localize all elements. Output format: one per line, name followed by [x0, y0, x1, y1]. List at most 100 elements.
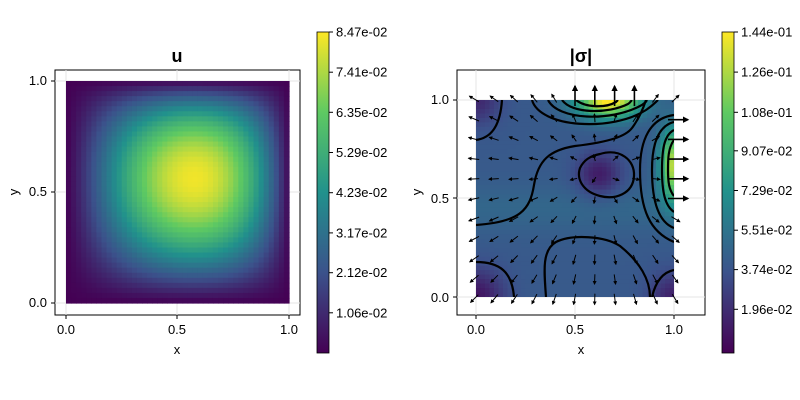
quiver-arrow [468, 216, 480, 222]
quiver-arrow [651, 114, 660, 122]
colorbar-tick-label: 6.35e-02 [336, 105, 387, 120]
colorbar-u: 1.06e-02 2.12e-02 3.17e-02 4.23e-02 5.29e-02… [316, 25, 387, 354]
quiver-arrow [488, 116, 499, 122]
quiver-arrow [571, 215, 577, 225]
quiver-arrow [671, 274, 679, 284]
quiver-arrow [509, 115, 519, 122]
quiver-arrow [592, 153, 597, 162]
quiver-arrow [489, 235, 499, 243]
quiver-arrow [632, 215, 639, 224]
quiver-arrow [671, 293, 679, 305]
quiver-arrow [613, 274, 618, 285]
heatmap-u [66, 81, 290, 304]
quiver-arrow [633, 293, 638, 306]
quiver-arrow [529, 216, 538, 223]
quiver-arrow [571, 134, 577, 142]
x-tick-label: 0.0 [57, 322, 75, 337]
quiver-arrow [572, 235, 577, 245]
quiver-arrow [652, 254, 659, 265]
y-ticks-u [51, 80, 55, 304]
y-axis-label: y [6, 188, 21, 195]
quiver-arrow [530, 235, 538, 244]
quiver-arrow [510, 255, 519, 264]
quiver-arrow [488, 197, 499, 202]
quiver-arrow [613, 113, 618, 123]
quiver-arrow [528, 156, 539, 161]
quiver-arrow [632, 134, 640, 142]
quiver-arrow [651, 135, 661, 142]
quiver-arrow [551, 293, 557, 305]
quiver-arrow [551, 235, 558, 245]
quiver-arrow [467, 197, 480, 202]
quiver-arrow [467, 156, 480, 161]
quiver-arrow [508, 177, 519, 182]
quiver-arrow [551, 93, 558, 103]
quiver-arrow [572, 293, 577, 306]
y-tick-label: 1.0 [431, 92, 449, 107]
y-tick-label: 0.0 [431, 290, 449, 305]
quiver-arrow [530, 94, 538, 103]
quiver-arrow [470, 294, 479, 303]
colorbar-tick-label: 2.12e-02 [336, 265, 387, 280]
quiver-arrow [529, 135, 539, 142]
colorbar-tick-label: 3.17e-02 [336, 225, 387, 240]
x-ticks-u [65, 315, 290, 319]
quiver-arrow [613, 133, 618, 142]
quiver-arrow [508, 216, 519, 222]
colorbar-tick-label: 7.41e-02 [336, 65, 387, 80]
quiver-arrow [549, 156, 558, 161]
quiver-arrow [531, 293, 538, 305]
quiver-arrow [592, 196, 597, 205]
colorbar-tick-label: 3.74e-02 [741, 262, 792, 277]
quiver-arrow [508, 136, 519, 141]
quiver-arrow [632, 113, 639, 123]
y-ticks-sigma [453, 99, 457, 298]
panel-sigma: 0.0 0.5 1.0 0.0 0.5 1.0 x y |σ| [409, 46, 706, 357]
quiver-arrow [467, 177, 480, 182]
quiver-arrow [467, 136, 480, 141]
contour-lines [476, 100, 674, 297]
quiver-arrow [613, 235, 618, 245]
colorbar-tick-label: 1.96e-02 [741, 302, 792, 317]
colorbar-tick-label: 9.07e-02 [741, 143, 792, 158]
quiver-arrow [592, 235, 597, 245]
quiver-arrow [530, 254, 538, 264]
quiver-arrow [488, 156, 499, 161]
quiver-arrow [528, 197, 539, 202]
quiver-arrow [671, 216, 681, 223]
quiver-arrow [468, 235, 480, 242]
chart-title: |σ| [570, 46, 592, 66]
quiver-arrow [651, 216, 660, 223]
quiver-arrow [572, 254, 577, 265]
quiver-arrow [531, 274, 538, 284]
quiver-arrow [671, 235, 680, 244]
quiver-arrow [550, 114, 558, 123]
quiver-arrow [671, 94, 680, 103]
colorbar-tick-label: 7.29e-02 [741, 183, 792, 198]
quiver-arrow [572, 274, 577, 285]
quiver-arrow [550, 215, 558, 224]
colorbar-tick-label: 1.26e-01 [741, 65, 792, 80]
colorbar-tick-label: 5.51e-02 [741, 223, 792, 238]
quiver-arrow [489, 255, 499, 263]
quiver-arrow [651, 156, 661, 161]
quiver-arrow [651, 196, 661, 202]
quiver-arrow [469, 255, 479, 263]
x-tick-label: 0.5 [168, 322, 186, 337]
quiver-arrow [613, 215, 618, 225]
quiver-arrow [529, 114, 538, 122]
x-tick-label: 1.0 [280, 322, 298, 337]
quiver-arrow [490, 274, 499, 283]
x-ticks-sigma [475, 315, 675, 319]
quiver-arrow [591, 176, 597, 184]
quiver-arrow [652, 274, 658, 285]
quiver-arrow [592, 113, 597, 123]
colorbar-tick-label: 1.06e-02 [336, 305, 387, 320]
quiver-arrow [652, 293, 658, 305]
y-axis-label: y [409, 188, 424, 195]
colorbar-u-bar [316, 31, 330, 354]
colorbar-tick-label: 1.44e-01 [741, 25, 792, 40]
quiver-arrow [551, 254, 558, 265]
quiver-arrow [569, 156, 578, 161]
